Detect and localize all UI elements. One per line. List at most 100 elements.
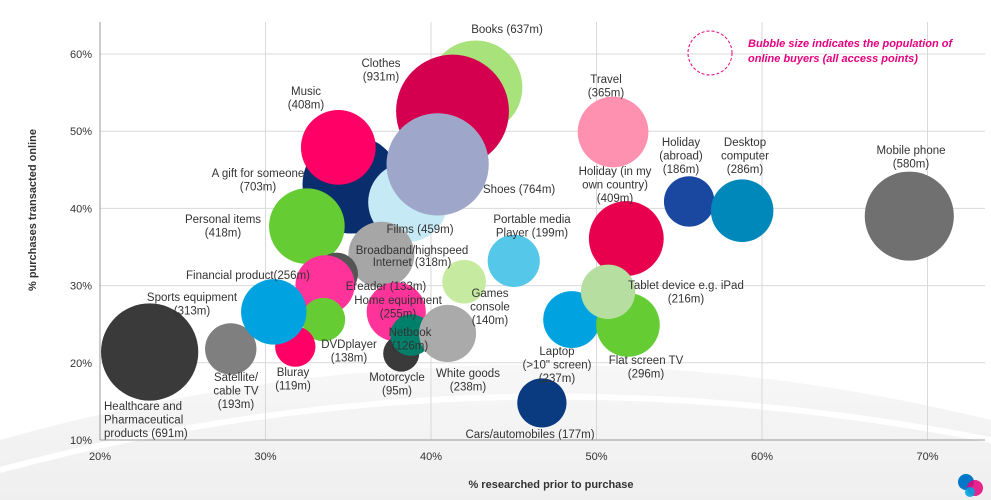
y-tick-label: 50% xyxy=(70,126,92,138)
bubble-label-motorcycle: (95m) xyxy=(382,386,412,398)
bubble-shoes xyxy=(386,113,489,216)
bubble-cars-automobiles xyxy=(517,378,567,428)
bubble-label-desktop-computer: (286m) xyxy=(727,164,764,176)
x-tick-label: 40% xyxy=(420,451,442,463)
bubble-label-sports-equipment: Sports equipment xyxy=(147,292,238,304)
bubble-label-broadband-highspeed-internet: Internet (318m) xyxy=(373,257,452,269)
bubble-label-travel: Travel xyxy=(590,74,622,86)
bubble-label-films: Films (459m) xyxy=(386,224,453,236)
bubble-label-tablet-device-e-g-ipad: Tablet device e.g. iPad xyxy=(628,280,744,292)
bubble-label-holiday-abroad: Holiday xyxy=(662,137,701,149)
bubble-label-portable-media-player: Portable media xyxy=(493,214,571,226)
bubble-label-mobile-phone: Mobile phone xyxy=(876,145,945,157)
bubble-label-holiday-in-my-own-country: (409m) xyxy=(597,193,634,205)
bubble-label-holiday-abroad: (186m) xyxy=(663,164,700,176)
bubble-label-shoes: Shoes (764m) xyxy=(483,184,555,196)
x-tick-label: 50% xyxy=(585,451,607,463)
bubble-desktop-computer xyxy=(710,179,774,243)
y-tick-label: 30% xyxy=(70,281,92,293)
y-tick-label: 20% xyxy=(70,358,92,370)
bubble-music xyxy=(300,110,376,185)
bubble-portable-media-player xyxy=(487,234,540,287)
bubble-dvdplayer xyxy=(301,297,346,342)
bubble-label-flat-screen-tv: (296m) xyxy=(628,369,665,381)
bubble-label-travel: (365m) xyxy=(588,88,625,100)
bubble-label-a-gift-for-someone: (703m) xyxy=(240,182,277,194)
x-tick-label: 60% xyxy=(751,451,773,463)
bubble-label-personal-items: Personal items xyxy=(185,214,261,226)
bubble-label-healthcare-and-pharmaceutical-products: Healthcare and xyxy=(104,401,182,413)
bubble-label-ereader: Ereader (133m) xyxy=(346,281,427,293)
y-axis-title: % purchases transacted online xyxy=(27,129,39,291)
bubble-label-bluray: (119m) xyxy=(275,381,311,393)
bubble-label-dvdplayer: (138m) xyxy=(331,353,368,365)
bubble-label-books: Books (637m) xyxy=(471,24,543,36)
bubble-label-clothes: Clothes xyxy=(362,58,401,70)
x-tick-label: 20% xyxy=(89,451,111,463)
bubble-label-games-console: (140m) xyxy=(472,315,509,327)
bubble-label-personal-items: (418m) xyxy=(205,228,242,240)
bubble-label-motorcycle: Motorcycle xyxy=(369,372,425,384)
legend: Bubble size indicates the population of … xyxy=(687,30,953,76)
logo-icon xyxy=(958,474,983,497)
bubble-label-bluray: Bluray xyxy=(277,367,310,379)
legend-bubble-icon xyxy=(687,30,733,76)
bubble-label-music: Music xyxy=(291,86,321,98)
bubble-label-clothes: (931m) xyxy=(363,72,400,84)
bubble-label-home-equipment: (255m) xyxy=(380,309,417,321)
x-tick-label: 30% xyxy=(254,451,276,463)
bubble-label-satellite-cable-tv: (193m) xyxy=(218,399,255,411)
bubble-financial-product xyxy=(295,255,355,315)
x-axis-title: % researched prior to purchase xyxy=(468,479,633,491)
bubble-label-broadband-highspeed-internet: Broadband/highspeed xyxy=(356,245,469,257)
bubble-broadband-highspeed-internet xyxy=(348,221,415,288)
bubble-label-sports-equipment: (313m) xyxy=(174,306,211,318)
background-arc-highlight xyxy=(0,393,991,473)
bubble-tablet-device-e-g-ipad xyxy=(580,264,636,319)
bubble-label-dvdplayer: DVDplayer xyxy=(321,339,377,351)
bubble-label-laptop-10-screen: Laptop xyxy=(539,346,574,358)
bubble-healthcare-and-pharmaceutical-products xyxy=(101,303,199,401)
bubble-games-console xyxy=(442,259,486,304)
bubble-label-desktop-computer: Desktop xyxy=(724,137,766,149)
bubble-holiday-in-my-own-country xyxy=(588,201,664,276)
bubble-label-healthcare-and-pharmaceutical-products: products (691m) xyxy=(104,428,188,440)
bubble-label-tablet-device-e-g-ipad: (216m) xyxy=(668,294,705,306)
bubble-label-holiday-in-my-own-country: own country) xyxy=(582,180,648,192)
bubble-label-cars-automobiles: Cars/automobiles (177m) xyxy=(465,429,594,441)
bubble-sports-equipment xyxy=(241,279,307,345)
bubble-label-netbook: Netbook xyxy=(389,327,432,339)
bubble-white-goods xyxy=(419,304,477,363)
bubble-travel xyxy=(577,96,649,168)
bubble-label-holiday-abroad: (abroad) xyxy=(659,151,703,163)
bubble-label-games-console: Games xyxy=(471,288,508,300)
bubble-label-portable-media-player: Player (199m) xyxy=(496,228,568,240)
y-tick-label: 10% xyxy=(70,435,92,447)
bubble-label-netbook: (126m) xyxy=(392,341,429,353)
bubble-label-desktop-computer: computer xyxy=(721,151,769,163)
bubble-satellite-cable-tv xyxy=(205,323,257,375)
background-arc xyxy=(0,364,991,500)
bubble-mobile-phone xyxy=(864,171,954,261)
bubble-label-holiday-in-my-own-country: Holiday (in my xyxy=(579,166,652,178)
x-tick-label: 70% xyxy=(916,451,938,463)
bubble-label-laptop-10-screen: (>10" screen) xyxy=(523,360,592,372)
bubble-personal-items xyxy=(269,188,345,264)
bubble-label-laptop-10-screen: (237m) xyxy=(539,373,576,385)
bubble-label-home-equipment: Home equipment xyxy=(354,295,442,307)
bubble-label-white-goods: White goods xyxy=(436,368,500,380)
bubble-label-flat-screen-tv: Flat screen TV xyxy=(609,355,684,367)
bubble-label-mobile-phone: (580m) xyxy=(893,159,930,171)
bubble-holiday-abroad xyxy=(663,176,715,227)
y-tick-label: 60% xyxy=(70,49,92,61)
bubble-label-financial-product: Financial product(256m) xyxy=(186,270,310,282)
bubble-label-satellite-cable-tv: cable TV xyxy=(213,386,259,398)
bubble-label-music: (408m) xyxy=(288,100,325,112)
bubble-label-a-gift-for-someone: A gift for someone xyxy=(212,168,305,180)
legend-text-line-1: Bubble size indicates the population of xyxy=(748,38,953,50)
bubble-label-white-goods: (238m) xyxy=(450,382,487,394)
legend-text-line-2: online buyers (all access points) xyxy=(748,53,918,65)
bubble-label-satellite-cable-tv: Satellite/ xyxy=(214,372,259,384)
